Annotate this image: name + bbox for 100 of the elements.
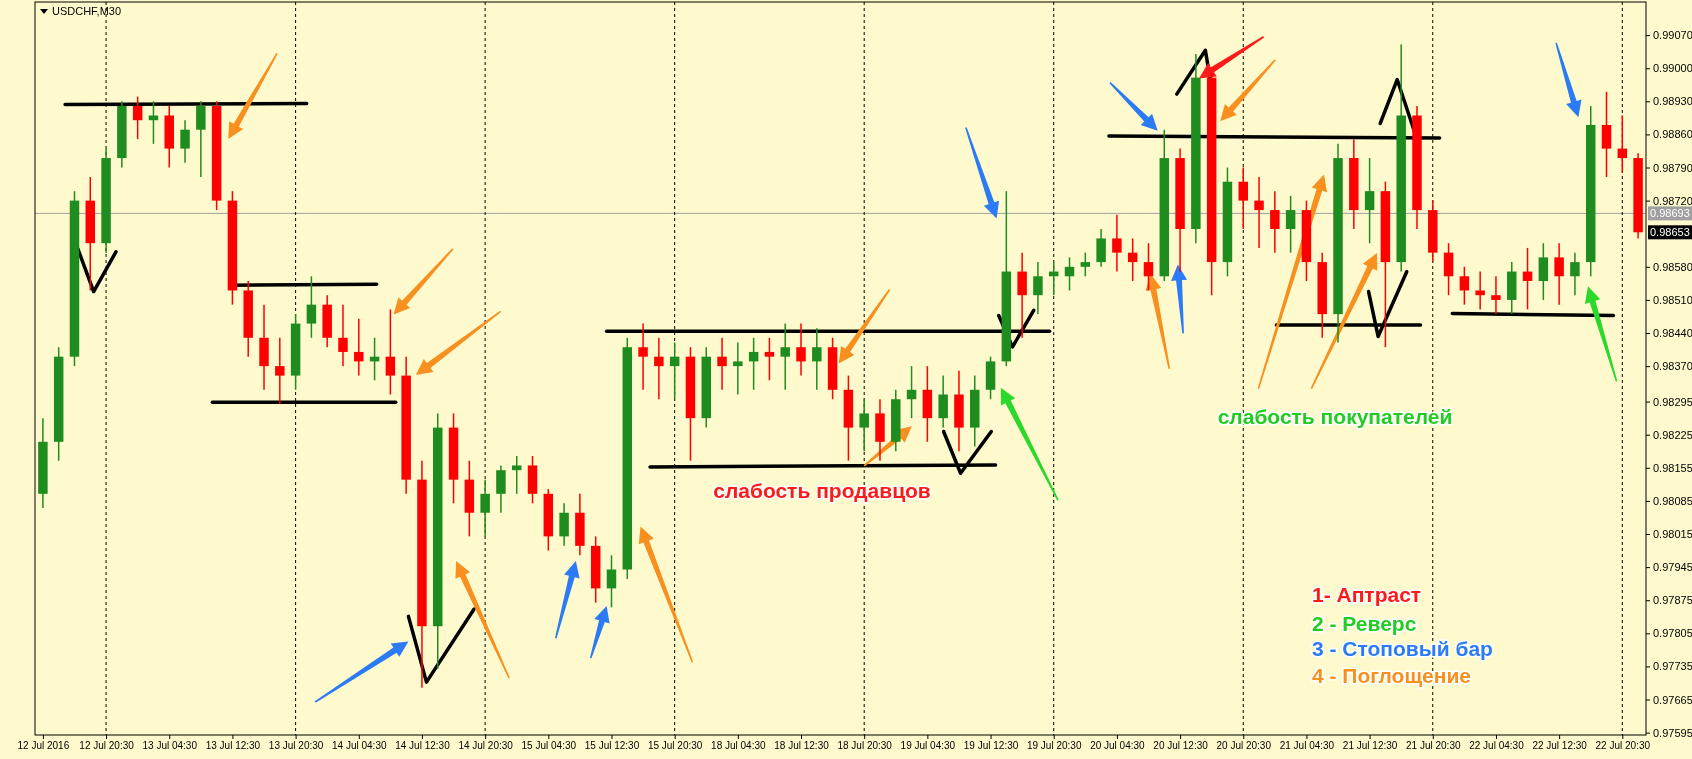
candlestick bbox=[1443, 242, 1454, 296]
candlestick bbox=[196, 100, 206, 178]
y-tick-label: 0.97805 bbox=[1653, 627, 1692, 640]
candlestick bbox=[1238, 166, 1248, 230]
candlestick bbox=[764, 337, 775, 382]
candlestick bbox=[606, 554, 617, 609]
candlestick bbox=[354, 318, 364, 377]
x-tick-label: 18 Jul 04:30 bbox=[711, 740, 767, 752]
candlestick bbox=[638, 322, 648, 391]
x-tick-label: 14 Jul 04:30 bbox=[332, 740, 387, 752]
candlestick bbox=[1127, 237, 1138, 282]
candlestick bbox=[654, 337, 664, 400]
candlestick bbox=[338, 303, 348, 367]
y-tick-label: 0.99070 bbox=[1653, 29, 1692, 42]
candlestick bbox=[1538, 242, 1549, 301]
y-tick-label: 0.98790 bbox=[1653, 161, 1692, 174]
candlestick bbox=[1064, 256, 1075, 292]
candlestick bbox=[796, 322, 806, 377]
x-tick-label: 14 Jul 12:30 bbox=[395, 740, 451, 752]
x-tick-label: 20 Jul 20:30 bbox=[1216, 740, 1272, 752]
x-tick-label: 22 Jul 20:30 bbox=[1595, 740, 1651, 752]
candlestick bbox=[1112, 214, 1122, 273]
x-tick-label: 19 Jul 04:30 bbox=[900, 740, 956, 752]
x-tick-label: 18 Jul 20:30 bbox=[837, 740, 893, 752]
candlestick bbox=[938, 374, 948, 429]
x-tick-label: 15 Jul 12:30 bbox=[584, 740, 640, 752]
y-tick-label: 0.97875 bbox=[1653, 594, 1692, 607]
candlestick bbox=[275, 337, 285, 405]
y-tick-label: 0.98015 bbox=[1653, 528, 1692, 541]
candlestick bbox=[1270, 190, 1280, 254]
annotation: 4 - Поглощение bbox=[1312, 664, 1472, 687]
candlestick bbox=[1143, 242, 1154, 292]
candlestick bbox=[559, 502, 569, 547]
x-tick-label: 19 Jul 12:30 bbox=[963, 740, 1019, 752]
candlestick bbox=[1096, 228, 1106, 268]
y-tick-label: 0.98510 bbox=[1653, 293, 1692, 306]
x-tick-label: 22 Jul 04:30 bbox=[1469, 740, 1525, 752]
y-tick-label: 0.98580 bbox=[1653, 260, 1692, 273]
candlestick bbox=[1570, 251, 1580, 296]
y-tick-label: 0.98370 bbox=[1653, 360, 1692, 373]
y-tick-label: 0.98295 bbox=[1653, 395, 1692, 408]
x-tick-label: 21 Jul 12:30 bbox=[1342, 740, 1398, 752]
annotation: 1- Аптраст bbox=[1312, 583, 1422, 606]
candlestick bbox=[748, 337, 759, 391]
candlestick bbox=[132, 95, 143, 140]
y-tick-label: 0.98440 bbox=[1653, 327, 1692, 340]
candlestick bbox=[148, 100, 159, 145]
candlestick bbox=[1033, 261, 1043, 315]
candlestick bbox=[1491, 275, 1501, 315]
y-tick-label: 0.97945 bbox=[1653, 561, 1692, 574]
annotation: 3 - Стоповый бар bbox=[1312, 637, 1493, 660]
candlestick bbox=[496, 464, 506, 514]
y-tick-label: 0.98225 bbox=[1653, 428, 1692, 441]
ref-line-label: 0.98693 bbox=[1650, 207, 1690, 220]
candlestick bbox=[1601, 91, 1612, 178]
candlestick bbox=[1617, 114, 1628, 173]
x-tick-label: 21 Jul 20:30 bbox=[1406, 740, 1461, 752]
y-tick-label: 0.97595 bbox=[1653, 726, 1692, 739]
y-tick-label: 0.98155 bbox=[1653, 461, 1692, 474]
x-tick-label: 18 Jul 12:30 bbox=[774, 740, 830, 752]
candlestick bbox=[1364, 157, 1375, 244]
x-tick-label: 19 Jul 20:30 bbox=[1026, 740, 1082, 752]
y-tick-label: 0.97735 bbox=[1653, 660, 1692, 673]
candlestick bbox=[511, 455, 522, 495]
candlestick bbox=[1459, 266, 1470, 306]
x-tick-label: 12 Jul 2016 bbox=[17, 740, 70, 752]
candlestick bbox=[906, 365, 917, 419]
candlestick bbox=[385, 308, 396, 396]
y-tick-label: 0.98085 bbox=[1653, 494, 1692, 507]
y-tick-label: 0.98860 bbox=[1653, 128, 1692, 141]
annotation: 2 - Реверс bbox=[1312, 612, 1417, 635]
annotation: слабость продавцов bbox=[713, 479, 931, 502]
x-tick-label: 13 Jul 04:30 bbox=[142, 740, 198, 752]
x-tick-label: 15 Jul 04:30 bbox=[521, 740, 577, 752]
candlestick bbox=[812, 327, 822, 391]
x-tick-label: 20 Jul 04:30 bbox=[1090, 740, 1146, 752]
x-tick-label: 22 Jul 12:30 bbox=[1532, 740, 1588, 752]
candlestick bbox=[1554, 242, 1564, 306]
candlestick bbox=[1522, 247, 1533, 311]
chart-title: USDCHF,M30 bbox=[52, 5, 122, 17]
candlestick bbox=[1475, 270, 1485, 311]
x-tick-label: 20 Jul 12:30 bbox=[1153, 740, 1209, 752]
candlestick bbox=[480, 478, 490, 538]
annotation: 0.98653 bbox=[1650, 226, 1690, 239]
y-tick-label: 0.98930 bbox=[1653, 95, 1692, 108]
y-tick-label: 0.99000 bbox=[1653, 62, 1692, 75]
candlestick bbox=[306, 275, 317, 339]
y-tick-label: 0.98720 bbox=[1653, 194, 1692, 207]
annotation: слабость покупателей bbox=[1217, 405, 1453, 428]
y-tick-label: 0.97665 bbox=[1653, 693, 1692, 706]
x-tick-label: 13 Jul 20:30 bbox=[268, 740, 324, 752]
candlestick bbox=[669, 341, 680, 400]
x-tick-label: 13 Jul 12:30 bbox=[205, 740, 261, 752]
candlestick bbox=[733, 341, 743, 396]
x-tick-label: 21 Jul 04:30 bbox=[1279, 740, 1335, 752]
x-tick-label: 12 Jul 20:30 bbox=[79, 740, 135, 752]
candlestick bbox=[859, 398, 869, 453]
candlestick bbox=[1017, 251, 1027, 339]
candlestick bbox=[780, 322, 790, 391]
candlestick bbox=[717, 337, 727, 391]
